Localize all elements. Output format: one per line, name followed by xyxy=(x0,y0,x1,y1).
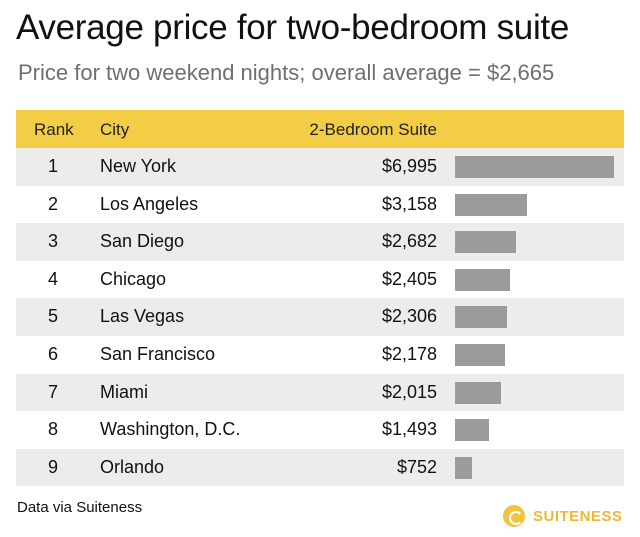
price-bar xyxy=(455,306,507,329)
table-body: 1 New York $6,995 2 Los Angeles $3,158 3 San Di… xyxy=(16,148,624,487)
column-header-suite-price: 2-Bedroom Suite xyxy=(309,120,437,139)
rank-cell: 3 xyxy=(47,231,58,252)
logo-text: SUITENESS xyxy=(533,508,623,525)
city-cell: Chicago xyxy=(100,268,167,289)
city-cell: Orlando xyxy=(100,456,165,477)
city-cell: New York xyxy=(100,156,177,176)
rank-cell: 8 xyxy=(47,419,58,440)
rank-cell: 5 xyxy=(47,306,58,327)
table-header: Rank City 2-Bedroom Suite xyxy=(16,110,624,148)
price-bar xyxy=(455,456,472,479)
price-bar xyxy=(455,193,527,216)
suiteness-logo: SUITENESS xyxy=(503,505,625,529)
price-cell: $2,178 xyxy=(381,343,437,364)
price-cell: $6,995 xyxy=(381,156,437,176)
price-cell: $2,306 xyxy=(381,306,437,327)
city-cell: Las Vegas xyxy=(100,306,185,327)
price-bar xyxy=(455,343,505,366)
price-bar xyxy=(455,419,489,442)
price-bar xyxy=(455,231,516,254)
price-cell: $752 xyxy=(396,456,437,477)
rank-cell: 2 xyxy=(47,193,58,214)
table-row: 8 Washington, D.C. $1,493 xyxy=(16,411,624,449)
table-row: 9 Orlando $752 xyxy=(16,448,624,487)
price-bar xyxy=(455,268,510,291)
city-cell: San Francisco xyxy=(100,343,216,364)
rank-cell: 4 xyxy=(47,268,58,289)
rank-cell: 6 xyxy=(47,343,58,364)
price-cell: $2,015 xyxy=(381,381,437,402)
rank-cell: 9 xyxy=(47,456,58,477)
city-cell: Washington, D.C. xyxy=(100,419,241,440)
table-row: 5 Las Vegas $2,306 xyxy=(16,298,624,336)
table-row: 6 San Francisco $2,178 xyxy=(16,336,624,374)
rank-cell: 7 xyxy=(47,381,58,402)
table-row: 1 New York $6,995 xyxy=(16,148,624,186)
price-bar xyxy=(455,156,614,178)
price-cell: $3,158 xyxy=(381,193,437,214)
chart-title: Average price for two-bedroom suite xyxy=(16,8,570,47)
price-table: Rank City 2-Bedroom Suite 1 New York $6,99… xyxy=(16,110,624,487)
city-cell: Miami xyxy=(100,381,148,402)
city-cell: Los Angeles xyxy=(100,193,199,214)
city-cell: San Diego xyxy=(100,231,185,252)
price-cell: $1,493 xyxy=(381,419,437,440)
table-row: 2 Los Angeles $3,158 xyxy=(16,186,624,224)
price-cell: $2,682 xyxy=(381,231,437,252)
price-cell: $2,405 xyxy=(381,268,437,289)
table-row: 7 Miami $2,015 xyxy=(16,373,624,412)
chart-subtitle: Price for two weekend nights; overall av… xyxy=(18,60,555,85)
logo-mark-icon xyxy=(503,505,525,527)
column-header-city: City xyxy=(100,120,130,139)
rank-cell: 1 xyxy=(47,156,58,176)
table-row: 3 San Diego $2,682 xyxy=(16,223,624,261)
price-bar xyxy=(455,381,501,404)
source-note: Data via Suiteness xyxy=(17,499,143,516)
column-header-rank: Rank xyxy=(34,120,74,139)
table-row: 4 Chicago $2,405 xyxy=(16,261,624,299)
